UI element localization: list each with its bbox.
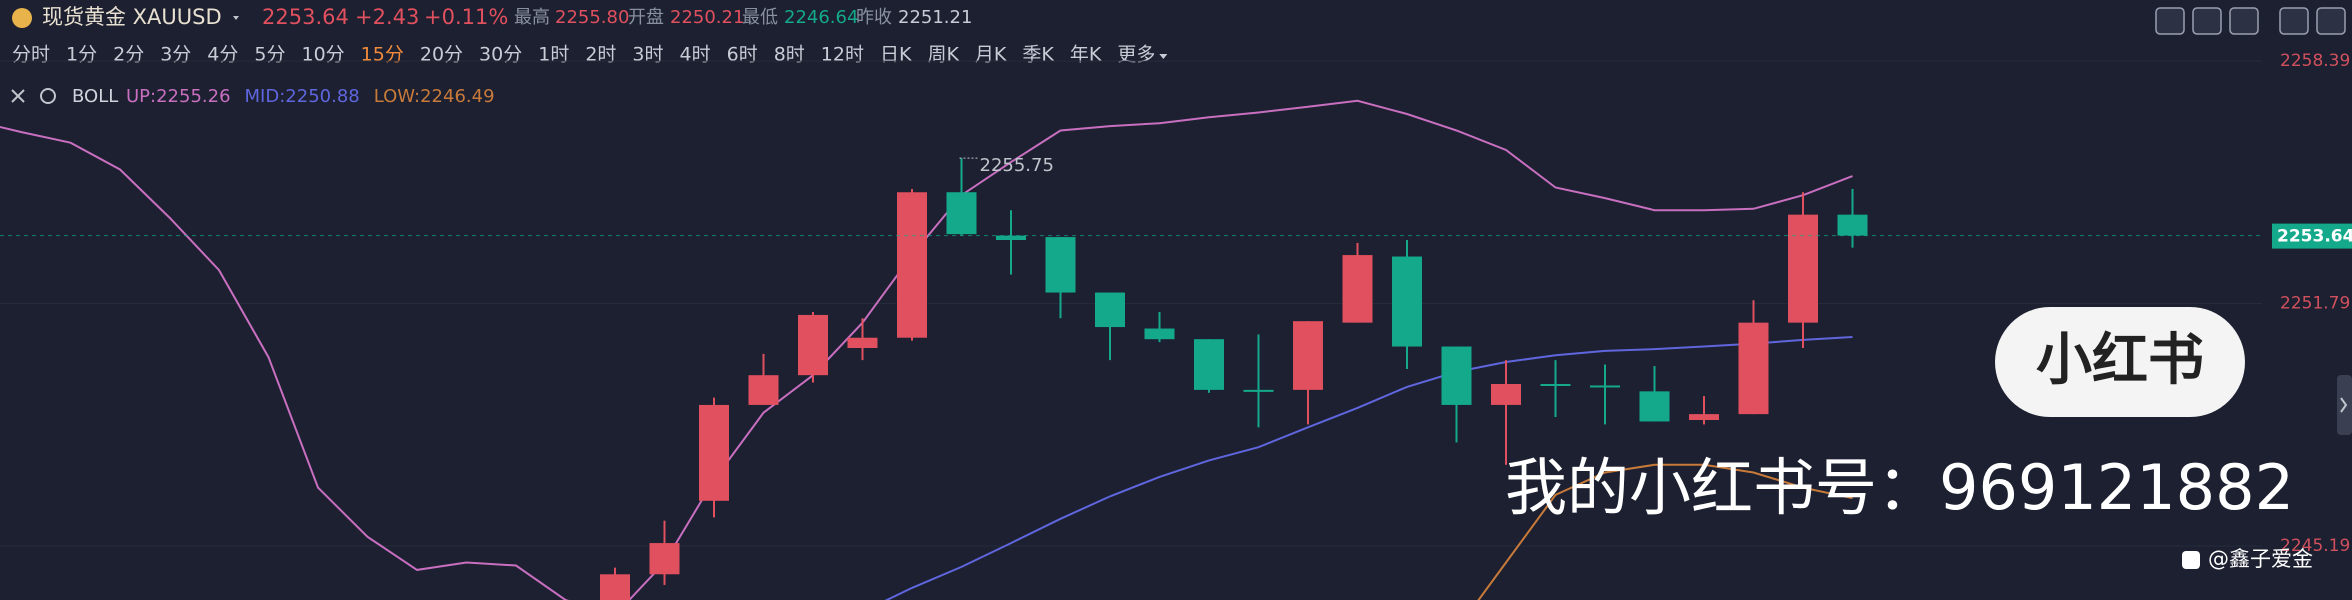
candle-body: [1540, 384, 1571, 386]
change-pct: +0.11%: [424, 5, 508, 29]
candle-body: [1837, 214, 1868, 236]
dropdown-caret[interactable]: [233, 16, 239, 20]
timeframe-tab[interactable]: 3时: [632, 44, 663, 66]
tool-button[interactable]: [2229, 7, 2259, 35]
timeframe-tab[interactable]: 6时: [727, 44, 758, 66]
band-line: [1477, 463, 1853, 600]
candle-body: [1738, 322, 1769, 415]
side-handle[interactable]: [2337, 375, 2352, 435]
legend-value: 2255.26: [156, 86, 230, 107]
watermark-text: 我的小红书号：969121882: [1505, 451, 2294, 524]
timeframe-tab[interactable]: 20分: [420, 44, 463, 66]
gold-icon: [12, 8, 32, 28]
candle-body: [1788, 214, 1818, 323]
price: 2253.64: [262, 5, 349, 29]
timeframe-tab[interactable]: 周K: [927, 44, 959, 66]
candle-body: [1194, 339, 1224, 390]
candle-body: [1441, 346, 1472, 405]
y-tick-label: 2258.39: [2280, 51, 2350, 71]
stat-value: 2250.21: [670, 7, 744, 28]
badge: [1995, 307, 2245, 417]
timeframe-tab[interactable]: 2分: [113, 44, 144, 66]
timeframe-tab[interactable]: 3分: [160, 44, 191, 66]
handle-arrow: [2340, 397, 2348, 413]
handle-text: @鑫子爱金: [2208, 547, 2313, 571]
badge-text: 小红书: [2036, 328, 2204, 393]
timeframe-tab[interactable]: 8时: [774, 44, 805, 66]
candle-body: [1095, 292, 1125, 328]
candle-body: [897, 192, 927, 338]
timeframe-tab[interactable]: 年K: [1070, 44, 1102, 66]
legend-label: UP:: [126, 86, 156, 107]
legend: UP: 2255.26 MID: 2250.88 LOW: 2246.49: [126, 86, 495, 107]
tool-button[interactable]: [2155, 7, 2185, 35]
candle-body: [946, 192, 977, 235]
more-caret: [1159, 54, 1168, 59]
price-tag-label: 2253.64: [2277, 227, 2352, 247]
candle-body: [600, 574, 630, 600]
candle-body: [996, 235, 1026, 240]
timeframe-tab[interactable]: 12时: [821, 44, 864, 66]
candle-body: [1045, 237, 1076, 293]
tool-button[interactable]: [2316, 7, 2346, 35]
candle-body: [1639, 391, 1670, 422]
stat-label: 昨收: [856, 7, 892, 28]
timeframe-tab[interactable]: 1时: [538, 44, 569, 66]
candle-body: [1243, 389, 1274, 392]
stat-label: 开盘: [628, 7, 664, 28]
tool-icons: [2155, 7, 2346, 35]
candle-body: [847, 337, 878, 348]
timeframe-tab[interactable]: 更多: [1117, 44, 1155, 66]
legend-value: 2250.88: [285, 86, 359, 107]
timeframe-tab[interactable]: 15分: [361, 44, 404, 66]
timeframe-tab[interactable]: 月K: [975, 44, 1007, 66]
change: +2.43: [355, 5, 419, 29]
timeframe-tab[interactable]: 2时: [585, 44, 616, 66]
candle-body: [748, 375, 779, 405]
candle-body: [1590, 385, 1620, 388]
candle-body: [1293, 321, 1323, 390]
price-tag: [2272, 223, 2352, 249]
y-tick-label: 2245.19: [2280, 536, 2350, 556]
timeframe-tab[interactable]: 4时: [680, 44, 711, 66]
settings-icon[interactable]: [40, 88, 56, 104]
candle-body: [798, 314, 828, 376]
stat-value: 2255.80: [555, 7, 629, 28]
candle-body: [1392, 256, 1422, 347]
handle-icon: [2182, 551, 2200, 569]
indicator-name: BOLL: [72, 86, 118, 107]
candle-body: [649, 543, 680, 575]
close-icon[interactable]: [11, 89, 25, 103]
high-label: 2255.75: [980, 155, 1054, 176]
stat-value: 2246.64: [784, 7, 858, 28]
symbol-name[interactable]: 现货黄金 XAUUSD: [42, 5, 222, 29]
stat-label: 最高: [514, 7, 550, 28]
candle-body: [1342, 255, 1373, 323]
timeframe-tab[interactable]: 10分: [301, 44, 344, 66]
candle-body: [1144, 328, 1175, 340]
legend-value: 2246.49: [420, 86, 494, 107]
legend-label: MID:: [245, 86, 286, 107]
timeframe-tab[interactable]: 分时: [12, 44, 50, 66]
stat-label: 最低: [742, 7, 778, 28]
tool-button[interactable]: [2192, 7, 2222, 35]
timeframe-tab[interactable]: 4分: [207, 44, 238, 66]
y-tick-label: 2251.79: [2280, 294, 2350, 314]
plot-area: [0, 99, 1868, 600]
timeframe-tab[interactable]: 1分: [66, 44, 97, 66]
timeframe-tab[interactable]: 30分: [479, 44, 522, 66]
timeframe-tab[interactable]: 日K: [880, 44, 912, 66]
timeframe-tab[interactable]: 5分: [254, 44, 285, 66]
candle-body: [699, 404, 729, 501]
stat-value: 2251.21: [898, 7, 972, 28]
legend-label: LOW:: [374, 86, 420, 107]
tool-button[interactable]: [2279, 7, 2309, 35]
timeframe-tab[interactable]: 季K: [1022, 44, 1054, 66]
candle-body: [1491, 384, 1521, 405]
candle-body: [1689, 414, 1719, 420]
band-line: [884, 336, 1853, 600]
